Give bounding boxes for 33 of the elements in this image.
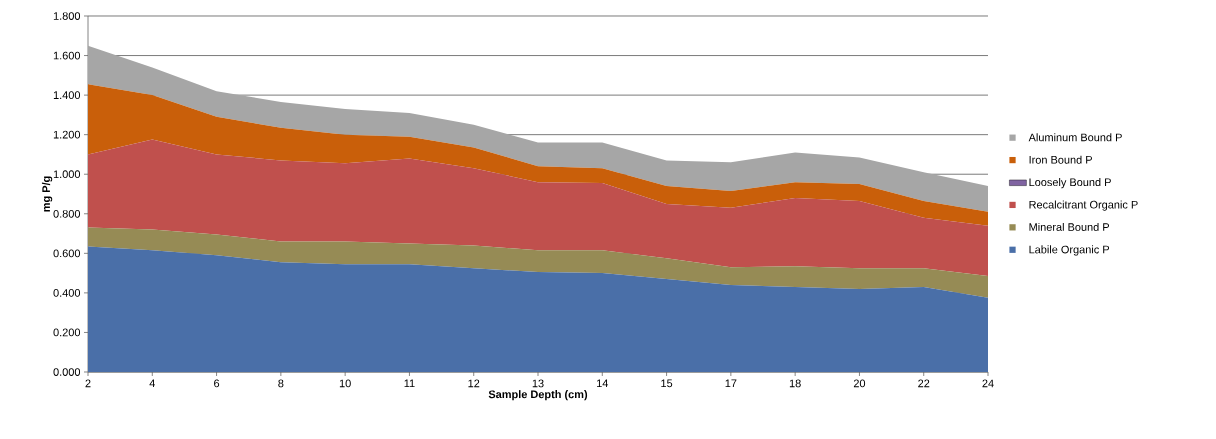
x-axis-title: Sample Depth (cm)	[488, 390, 588, 401]
y-tick-label: 1.800	[53, 12, 81, 20]
y-tick-label: 0.800	[53, 209, 81, 218]
x-tick-label: 12	[468, 379, 480, 388]
y-tick-label: 0.200	[53, 328, 81, 337]
x-tick-label: 14	[597, 379, 609, 388]
y-axis-title: mg P/g	[41, 176, 53, 212]
x-tick-label: 18	[789, 379, 801, 388]
x-tick-label: 20	[853, 379, 866, 388]
y-tick-label: 1.600	[53, 51, 81, 60]
y-tick-label: 0.600	[53, 249, 81, 258]
legend-label: Aluminum Bound P	[1028, 133, 1122, 142]
x-tick-label: 8	[278, 379, 284, 388]
x-tick-label: 24	[982, 379, 994, 388]
x-tick-label: 10	[339, 379, 351, 388]
x-tick-label: 6	[214, 379, 220, 388]
x-tick-label: 11	[404, 379, 415, 388]
x-tick-label: 17	[725, 379, 737, 388]
y-tick-label: 1.400	[53, 91, 81, 99]
legend-label: Mineral Bound P	[1029, 222, 1110, 231]
x-tick-label: 15	[661, 379, 673, 388]
legend-label: Labile Organic P	[1029, 245, 1110, 256]
x-tick-label: 4	[149, 379, 156, 388]
x-tick-label: 2	[85, 379, 91, 388]
legend-label: Iron Bound P	[1029, 155, 1092, 164]
y-tick-label: 0.000	[53, 368, 81, 376]
x-tick-label: 13	[532, 379, 544, 388]
x-tick-label: 22	[918, 379, 930, 388]
y-tick-label: 1.200	[53, 130, 81, 139]
legend-label: Loosely Bound P	[1029, 178, 1111, 189]
y-tick-label: 1.000	[53, 170, 81, 179]
y-tick-label: 0.400	[53, 289, 81, 297]
legend-label: Recalcitrant Organic P	[1029, 200, 1138, 211]
